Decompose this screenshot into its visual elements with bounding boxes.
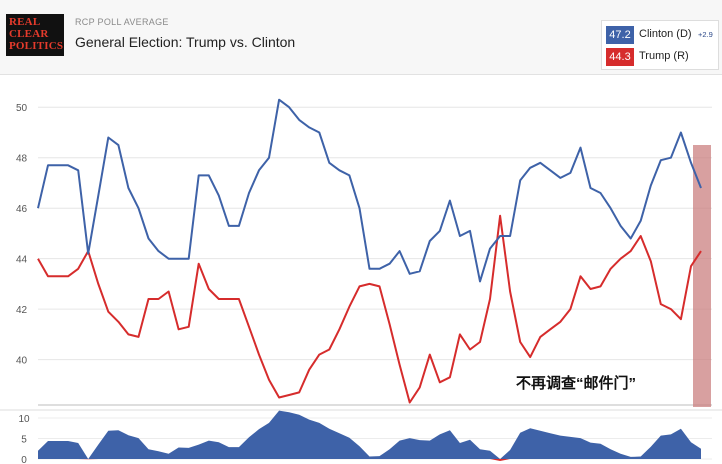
spread-tick-label-10: 10 (18, 414, 30, 425)
legend-spread: +2.9 (698, 30, 713, 39)
highlight-band (693, 145, 711, 407)
legend-name-trump: Trump (R) (639, 50, 689, 62)
y-tick-label-40: 40 (16, 356, 28, 367)
legend-value-clinton: 47.2 (606, 26, 634, 44)
annotation-label: 不再调查“邮件门” (516, 375, 637, 392)
legend-value-trump: 44.3 (606, 48, 634, 66)
legend: 47.2 Clinton (D) +2.9 44.3 Trump (R) (601, 20, 719, 70)
y-tick-label-48: 48 (16, 154, 28, 165)
logo-line-3: POLITICS (9, 40, 64, 52)
header: REAL CLEAR POLITICS RCP POLL AVERAGE Gen… (0, 0, 722, 75)
y-tick-label-50: 50 (16, 103, 28, 114)
y-tick-label-44: 44 (16, 255, 28, 266)
chart-title: General Election: Trump vs. Clinton (75, 34, 296, 50)
logo-line-2: CLEAR (9, 28, 49, 40)
y-tick-label-46: 46 (16, 204, 28, 215)
chart-kicker: RCP POLL AVERAGE (75, 17, 169, 27)
realclearpolitics-logo[interactable]: REAL CLEAR POLITICS (6, 14, 64, 56)
y-tick-label-42: 42 (16, 305, 28, 316)
spread-area-positive (38, 410, 701, 459)
chart-background (0, 75, 722, 464)
legend-name-clinton: Clinton (D) (639, 28, 692, 40)
spread-tick-label-0: 0 (21, 455, 27, 464)
series-line-trump-r (37, 214, 702, 404)
logo-line-1: REAL (9, 16, 41, 28)
spread-tick-label-5: 5 (21, 435, 27, 446)
series-line-clinton-d (37, 98, 702, 283)
